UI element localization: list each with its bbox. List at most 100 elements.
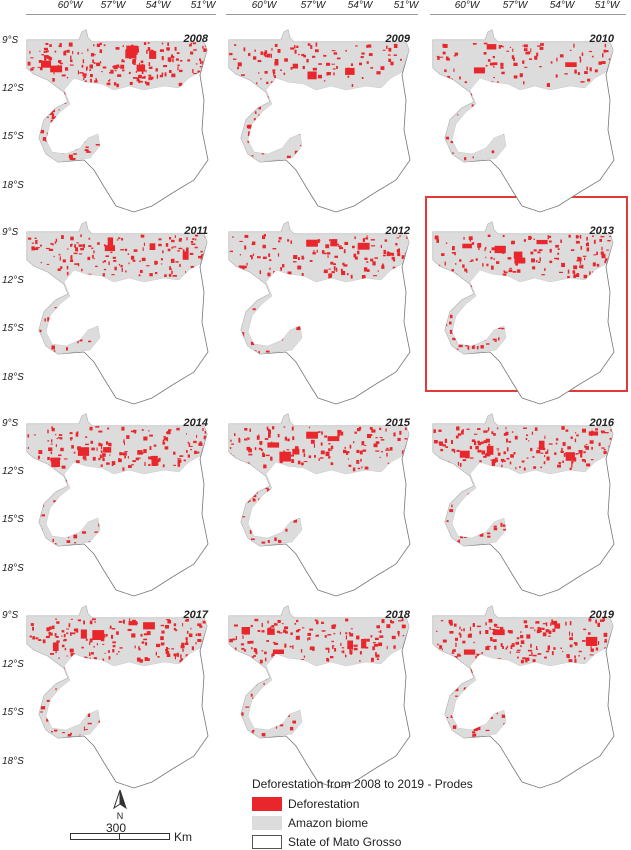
deforestation-patch [602, 618, 605, 621]
deforestation-patch [298, 257, 300, 260]
deforestation-patch [277, 433, 280, 438]
deforestation-patch [162, 250, 164, 254]
deforestation-patch [262, 244, 266, 249]
deforestation-patch [345, 451, 350, 454]
deforestation-patch [148, 47, 151, 51]
deforestation-patch [347, 273, 349, 276]
deforestation-patch [102, 643, 105, 645]
deforestation-patch [70, 55, 72, 60]
deforestation-patch [595, 428, 598, 431]
deforestation-patch [66, 632, 69, 635]
deforestation-patch [585, 444, 588, 445]
deforestation-patch [171, 239, 175, 243]
deforestation-patch [509, 267, 513, 269]
deforestation-patch [171, 246, 174, 249]
deforestation-patch [270, 456, 273, 461]
deforestation-patch [108, 656, 111, 660]
deforestation-patch [166, 647, 169, 652]
deforestation-patch [485, 246, 487, 249]
deforestation-patch [515, 263, 518, 266]
deforestation-patch [589, 654, 594, 656]
deforestation-patch [483, 42, 488, 45]
deforestation-patch [491, 247, 496, 251]
deforestation-patch [256, 435, 260, 440]
deforestation-patch [105, 633, 108, 637]
deforestation-patch [47, 317, 50, 322]
lat-label: 15°S [2, 131, 24, 142]
deforestation-patch [464, 81, 467, 84]
deforestation-patch [464, 157, 467, 161]
deforestation-patch [130, 430, 134, 433]
deforestation-patch [553, 647, 556, 650]
deforestation-patch [271, 47, 273, 51]
deforestation-patch [54, 633, 57, 637]
deforestation-patch [450, 140, 453, 144]
deforestation-patch [512, 271, 517, 273]
deforestation-patch [504, 271, 508, 274]
deforestation-patch [317, 431, 321, 433]
deforestation-patch [359, 450, 363, 455]
deforestation-patch [487, 59, 491, 62]
deforestation-patch [45, 50, 49, 53]
deforestation-patch [99, 49, 102, 53]
deforestation-patch [507, 630, 511, 633]
deforestation-patch [195, 234, 199, 237]
deforestation-patch [59, 94, 63, 98]
deforestation-patch [568, 659, 573, 663]
deforestation-patch [190, 627, 192, 630]
deforestation-patch [583, 657, 586, 660]
deforestation-patch [119, 647, 123, 649]
deforestation-patch [363, 267, 368, 272]
deforestation-patch [172, 275, 177, 277]
deforestation-patch [174, 46, 177, 51]
deforestation-patch [565, 62, 577, 67]
deforestation-patch [43, 55, 48, 58]
deforestation-patch [78, 253, 83, 255]
deforestation-patch [544, 656, 547, 659]
deforestation-patch [589, 440, 594, 444]
deforestation-patch [579, 261, 581, 265]
deforestation-patch [285, 528, 288, 532]
deforestation-patch [551, 620, 558, 625]
deforestation-patch [77, 263, 80, 267]
deforestation-patch [473, 433, 478, 435]
deforestation-patch [585, 445, 589, 450]
deforestation-patch [76, 242, 79, 244]
deforestation-patch [433, 458, 437, 460]
deforestation-patch [403, 80, 406, 82]
deforestation-patch [552, 628, 556, 633]
deforestation-patch [47, 487, 52, 490]
deforestation-patch [404, 427, 407, 431]
deforestation-patch [114, 266, 117, 271]
deforestation-patch [554, 257, 558, 260]
deforestation-patch [245, 158, 248, 162]
deforestation-patch [238, 79, 241, 83]
deforestation-patch [264, 71, 268, 74]
deforestation-patch [72, 157, 76, 162]
deforestation-patch [450, 292, 454, 295]
deforestation-patch [399, 430, 402, 435]
deforestation-patch [451, 659, 456, 661]
deforestation-patch [263, 682, 265, 685]
deforestation-patch [102, 453, 106, 457]
deforestation-patch [248, 448, 252, 453]
deforestation-patch [289, 454, 294, 457]
deforestation-patch [523, 239, 526, 242]
deforestation-patch [177, 458, 181, 460]
deforestation-patch [513, 251, 523, 259]
deforestation-patch [48, 632, 53, 636]
deforestation-patch [266, 81, 269, 85]
lon-label: 57°W [300, 0, 326, 11]
deforestation-patch [252, 729, 255, 732]
deforestation-patch [92, 456, 96, 461]
deforestation-patch [238, 463, 242, 468]
deforestation-patch [238, 437, 240, 439]
deforestation-patch [128, 621, 138, 626]
deforestation-patch [455, 695, 458, 697]
deforestation-patch [502, 46, 504, 48]
deforestation-patch [96, 62, 101, 67]
deforestation-patch [259, 659, 263, 664]
deforestation-patch [496, 261, 500, 264]
deforestation-patch [140, 234, 145, 238]
deforestation-patch [523, 620, 528, 624]
